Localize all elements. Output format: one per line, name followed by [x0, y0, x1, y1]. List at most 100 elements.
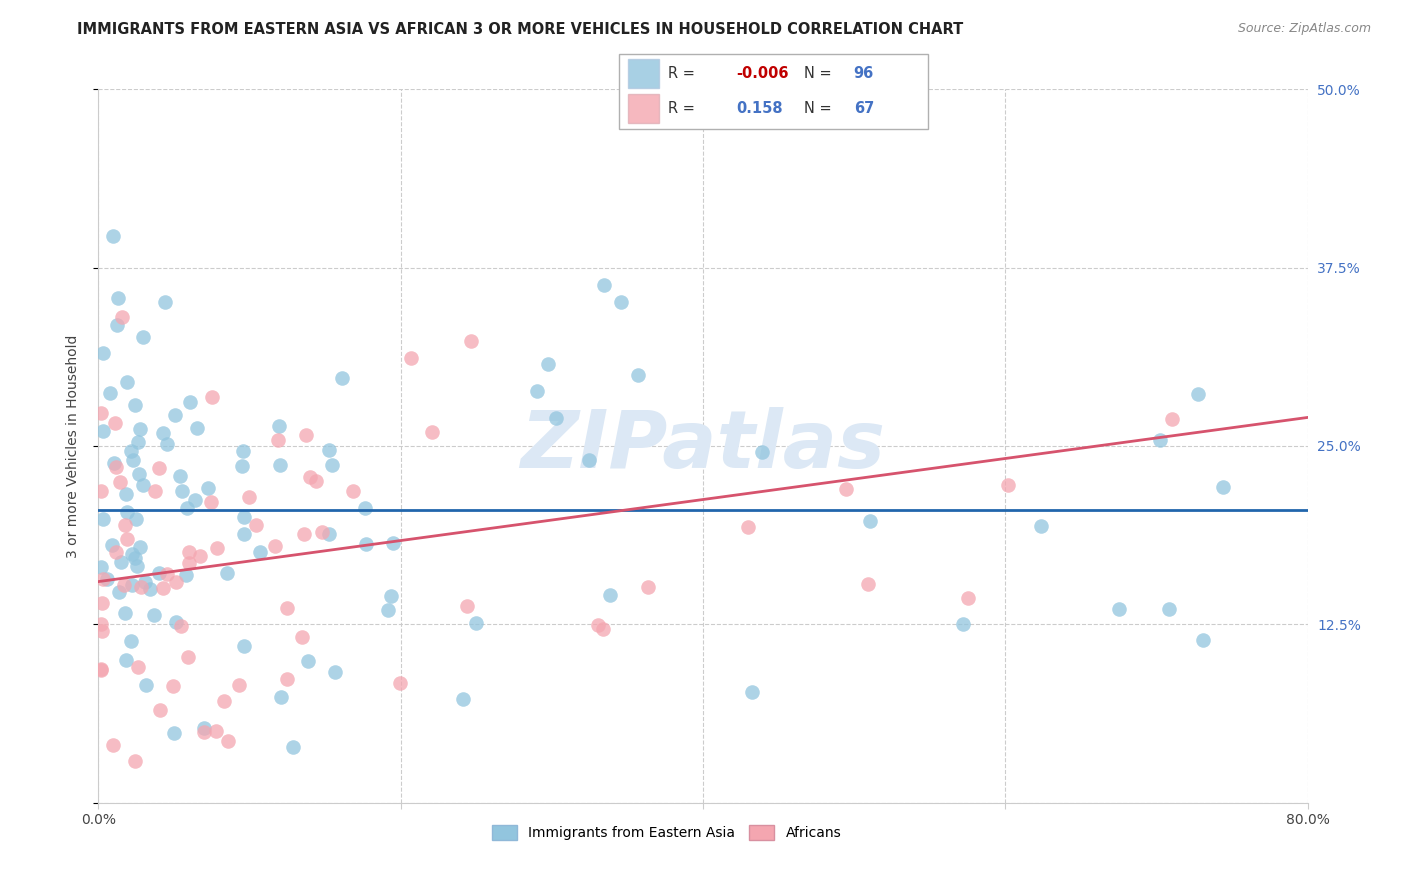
- Point: [115, 533, 138, 547]
- Point: [295, 428, 318, 442]
- Point: [205, 724, 228, 739]
- Point: [134, 574, 156, 589]
- Point: [91, 346, 114, 360]
- Point: [610, 295, 633, 310]
- Point: [245, 518, 267, 533]
- Point: [297, 654, 319, 668]
- Point: [120, 444, 142, 458]
- FancyBboxPatch shape: [619, 54, 928, 129]
- Text: N =: N =: [804, 102, 832, 116]
- Point: [128, 467, 150, 481]
- Point: [356, 537, 378, 551]
- Point: [90, 663, 112, 677]
- Point: [172, 484, 194, 499]
- Point: [124, 398, 146, 412]
- Point: [342, 484, 364, 499]
- Point: [96, 572, 118, 586]
- Point: [127, 660, 149, 674]
- Point: [1108, 601, 1130, 615]
- Text: R =: R =: [668, 102, 695, 116]
- Point: [318, 527, 340, 541]
- Point: [163, 725, 186, 739]
- Text: 67: 67: [853, 102, 875, 116]
- Point: [353, 501, 375, 516]
- Point: [156, 567, 179, 582]
- Point: [162, 679, 184, 693]
- Point: [264, 540, 287, 554]
- Point: [110, 555, 132, 569]
- Point: [233, 526, 256, 541]
- Point: [121, 547, 143, 561]
- Point: [148, 566, 170, 581]
- Point: [1157, 602, 1180, 616]
- Point: [132, 330, 155, 344]
- Point: [269, 458, 291, 472]
- Point: [460, 334, 482, 348]
- Point: [170, 618, 193, 632]
- Point: [90, 483, 112, 498]
- Point: [127, 434, 149, 449]
- Point: [217, 566, 239, 580]
- Point: [291, 630, 314, 644]
- Point: [169, 468, 191, 483]
- Point: [152, 582, 174, 596]
- Point: [117, 505, 139, 519]
- Point: [281, 739, 304, 754]
- Point: [201, 391, 224, 405]
- Point: [212, 694, 235, 708]
- Point: [107, 291, 129, 305]
- Point: [108, 585, 131, 599]
- Point: [321, 458, 343, 472]
- Y-axis label: 3 or more Vehicles in Household: 3 or more Vehicles in Household: [66, 334, 80, 558]
- Point: [207, 541, 229, 555]
- Point: [856, 577, 879, 591]
- Point: [91, 424, 114, 438]
- Text: -0.006: -0.006: [737, 66, 789, 81]
- Point: [311, 525, 333, 540]
- Point: [318, 443, 340, 458]
- Point: [114, 517, 136, 532]
- Point: [464, 615, 486, 630]
- FancyBboxPatch shape: [628, 95, 659, 123]
- Point: [741, 685, 763, 699]
- Point: [1187, 387, 1209, 401]
- Text: N =: N =: [804, 66, 832, 81]
- Point: [115, 487, 138, 501]
- Point: [267, 433, 290, 447]
- Point: [957, 591, 980, 605]
- Point: [217, 733, 239, 747]
- Point: [91, 624, 114, 639]
- Point: [193, 721, 215, 735]
- Point: [91, 512, 114, 526]
- Point: [90, 662, 112, 676]
- Point: [155, 294, 177, 309]
- Point: [276, 600, 298, 615]
- Point: [174, 567, 197, 582]
- Point: [90, 406, 112, 420]
- Point: [637, 580, 659, 594]
- Point: [139, 582, 162, 596]
- Point: [1161, 411, 1184, 425]
- Point: [124, 512, 146, 526]
- Point: [599, 588, 621, 602]
- Point: [124, 550, 146, 565]
- Point: [176, 500, 198, 515]
- Point: [751, 445, 773, 459]
- Point: [526, 384, 548, 399]
- Point: [381, 536, 404, 550]
- Point: [377, 603, 399, 617]
- Point: [197, 481, 219, 495]
- Point: [737, 520, 759, 534]
- Point: [90, 560, 112, 574]
- Point: [179, 556, 201, 570]
- Text: 96: 96: [853, 66, 875, 81]
- Point: [124, 754, 146, 768]
- Point: [592, 622, 614, 636]
- Point: [859, 514, 882, 528]
- Point: [177, 650, 200, 665]
- Point: [179, 394, 201, 409]
- Point: [456, 599, 478, 613]
- Point: [626, 368, 648, 383]
- Point: [305, 474, 328, 488]
- Point: [114, 606, 136, 620]
